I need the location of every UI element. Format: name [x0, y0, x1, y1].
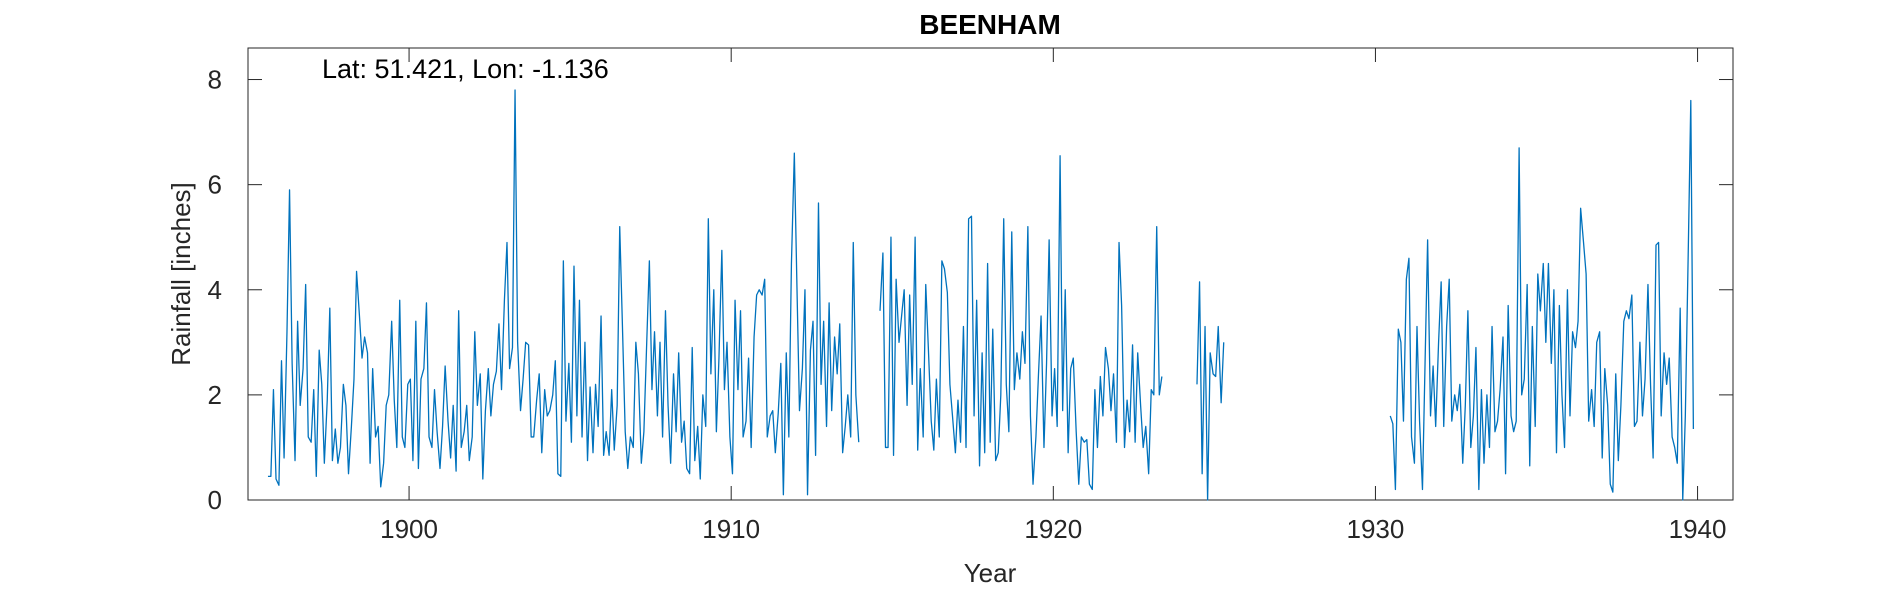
x-tick-label: 1930 [1347, 514, 1405, 544]
rainfall-series-line [879, 155, 1163, 491]
y-tick-label: 8 [208, 65, 222, 95]
chart-title: BEENHAM [919, 9, 1061, 40]
location-annotation: Lat: 51.421, Lon: -1.136 [322, 54, 609, 84]
y-tick-label: 6 [208, 170, 222, 200]
y-axis-label: Rainfall [inches] [166, 182, 196, 366]
rainfall-series-line [1196, 281, 1225, 501]
x-tick-label: 1900 [380, 514, 438, 544]
x-tick-label: 1940 [1669, 514, 1727, 544]
axis-ticks [248, 48, 1733, 501]
y-tick-label: 2 [208, 380, 222, 410]
series-layer [267, 89, 1695, 501]
y-tick-label: 0 [208, 485, 222, 515]
x-axis-label: Year [964, 558, 1017, 588]
y-tick-label: 4 [208, 275, 222, 305]
x-tick-label: 1910 [702, 514, 760, 544]
rainfall-series-line [267, 89, 860, 496]
x-tick-label: 1920 [1024, 514, 1082, 544]
tick-labels: 1900 1910 1920 1930 1940 0 2 4 6 8 [208, 65, 1727, 544]
rainfall-series-line [1389, 99, 1695, 501]
